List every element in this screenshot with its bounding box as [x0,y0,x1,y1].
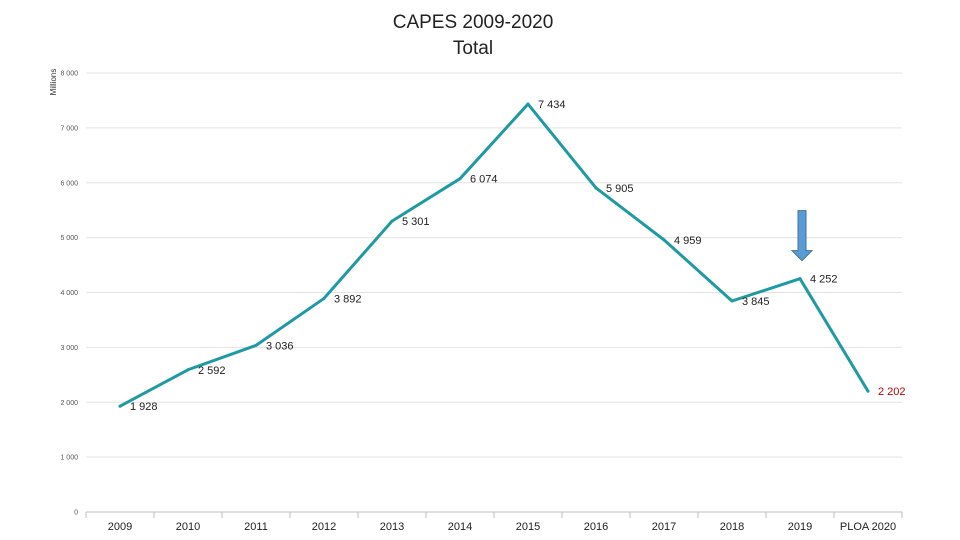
y-axis-ticks: 0 1 000 2 000 3 000 4 000 5 000 6 000 7 000 8 00… [60,71,78,517]
x-tick-label: 2010 [176,521,200,533]
y-tick-label: 1 000 [60,455,78,462]
y-axis-label: Millions [49,69,58,96]
data-point [662,238,666,242]
data-point [458,177,462,181]
chart-title: CAPES 2009-2020 [393,12,554,33]
data-point [730,299,734,303]
x-tick-label: PLOA 2020 [840,521,896,533]
gridlines [86,72,902,513]
x-tick-label: 2019 [788,521,812,533]
x-axis-ticks: 2009 2010 2011 2012 2013 2014 2015 2016 2017 2018… [85,512,903,533]
x-tick-label: 2012 [312,521,336,533]
data-label: 4 252 [810,274,838,286]
data-point [866,389,870,393]
y-tick-label: 0 [74,510,78,517]
data-label: 1 928 [130,401,158,413]
data-point [526,102,530,106]
y-tick-label: 6 000 [60,180,78,187]
y-tick-label: 2 000 [60,400,78,407]
data-point [322,296,326,300]
data-label: 5 905 [606,183,634,195]
data-point [798,277,802,281]
data-point [594,186,598,190]
y-tick-label: 7 000 [60,125,78,132]
x-tick-label: 2011 [244,521,268,533]
data-labels: 1 928 2 592 3 036 3 892 5 301 6 074 7 434 5 905… [130,99,906,413]
down-arrow-icon [790,210,814,262]
data-label: 3 845 [742,296,770,308]
data-label: 2 592 [198,365,226,377]
data-label: 3 036 [266,340,294,352]
series-group [118,102,870,408]
series-line [118,102,870,408]
x-tick-label: 2017 [652,521,676,533]
data-label: 6 074 [470,174,498,186]
x-tick-label: 2013 [380,521,404,533]
x-tick-label: 2015 [516,521,540,533]
data-point [390,219,394,223]
y-tick-label: 8 000 [60,71,78,78]
data-label: 7 434 [538,99,566,111]
data-label: 2 202 [878,386,906,398]
annotation-group [790,210,814,262]
chart-subtitle: Total [453,38,493,59]
data-label: 3 892 [334,293,362,305]
data-point [118,404,122,408]
y-tick-label: 5 000 [60,235,78,242]
y-tick-label: 3 000 [60,345,78,352]
x-tick-label: 2016 [584,521,608,533]
x-tick-label: 2018 [720,521,744,533]
data-label: 4 959 [674,235,702,247]
y-tick-label: 4 000 [60,290,78,297]
data-label: 5 301 [402,216,430,228]
data-point [186,368,190,372]
x-tick-label: 2009 [108,521,132,533]
data-point [254,343,258,347]
x-tick-label: 2014 [448,521,472,533]
